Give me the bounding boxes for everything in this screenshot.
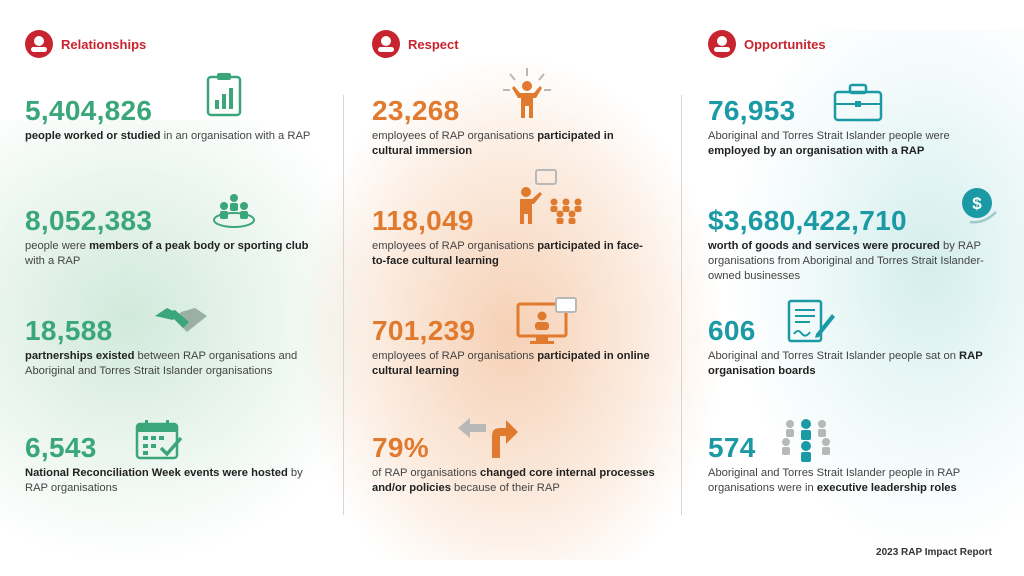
presenter-audience-icon <box>520 169 582 224</box>
body-text: employees of RAP organisations <box>372 130 538 142</box>
stat-value: 79% <box>372 432 429 463</box>
dollar-coin-icon: $ <box>962 188 997 224</box>
stat-value: 606 <box>708 315 756 346</box>
stat-description: National Reconciliation Week events were… <box>25 466 315 496</box>
stat-value: 18,588 <box>25 315 113 346</box>
body-text: by RAP organisations from Aboriginal and… <box>708 240 984 282</box>
body-text: people were <box>25 240 90 252</box>
group-icon <box>213 194 255 228</box>
stat-block: 76,953 Aboriginal and Torres Strait Isla… <box>708 95 988 159</box>
stat-value: $3,680,422,710 <box>708 205 907 236</box>
briefcase-icon <box>833 83 883 122</box>
highlight-text: participated in online cultural learning <box>372 350 650 377</box>
stat-description: people were members of a peak body or sp… <box>25 239 315 269</box>
highlight-text: participated in face-to-face cultural le… <box>372 240 643 267</box>
highlight-text: people worked or studied <box>25 130 161 142</box>
respect-header-icon <box>372 30 400 58</box>
stat-description: Aboriginal and Torres Strait Islander pe… <box>708 466 998 496</box>
body-text: in an organisation with a RAP <box>160 130 311 142</box>
body-text: between RAP organisations and Aboriginal… <box>25 350 298 377</box>
stat-value: 6,543 <box>25 432 97 463</box>
column-divider <box>343 95 344 515</box>
opportunities-header: Opportunites <box>708 30 826 58</box>
body-text: Aboriginal and Torres Strait Islander pe… <box>708 350 960 362</box>
opportunities-header-icon <box>708 30 736 58</box>
background-wash-teal <box>730 30 1024 550</box>
report-footer: 2023 RAP Impact Report <box>876 547 992 558</box>
stat-block: 574 Aboriginal and Torres Strait Islande… <box>708 432 998 496</box>
respect-title: Respect <box>408 36 459 52</box>
stat-value: 118,049 <box>372 205 474 236</box>
stat-description: employees of RAP organisations participa… <box>372 349 652 379</box>
stat-block: 118,049 employees of RAP organisations p… <box>372 205 652 269</box>
body-text: with a RAP <box>25 255 81 267</box>
calendar-check-icon <box>135 420 183 460</box>
highlight-text: employed by an organisation with a RAP <box>708 145 925 157</box>
stat-value: 8,052,383 <box>25 205 153 236</box>
highlight-text: National Reconciliation Week events were… <box>25 467 288 479</box>
stat-description: people worked or studied in an organisat… <box>25 129 315 144</box>
stat-block: 18,588 partnerships existed between RAP … <box>25 315 325 379</box>
body-text: Aboriginal and Torres Strait Islander pe… <box>708 467 961 494</box>
stat-description: worth of goods and services were procure… <box>708 239 998 284</box>
highlight-text: partnerships existed <box>25 350 135 362</box>
stat-description: employees of RAP organisations participa… <box>372 129 652 159</box>
respect-header: Respect <box>372 30 459 58</box>
stat-description: of RAP organisations changed core intern… <box>372 466 662 496</box>
opportunities-title: Opportunites <box>744 36 826 52</box>
stat-value: 76,953 <box>708 95 796 126</box>
highlight-text: worth of goods and services were procure… <box>708 240 940 252</box>
body-text: Aboriginal and Torres Strait Islander pe… <box>708 130 950 142</box>
highlight-text: participated in cultural immersion <box>372 130 614 157</box>
column-divider <box>681 95 682 515</box>
leadership-team-icon <box>782 419 830 462</box>
stat-block: 23,268 employees of RAP organisations pa… <box>372 95 652 159</box>
chart-clipboard-icon <box>206 73 242 117</box>
stat-block: 8,052,383 people were members of a peak … <box>25 205 315 269</box>
stat-block: 79% of RAP organisations changed core in… <box>372 432 662 496</box>
stat-description: Aboriginal and Torres Strait Islander pe… <box>708 349 988 379</box>
highlight-text: RAP organisation boards <box>708 350 983 377</box>
stat-description: employees of RAP organisations participa… <box>372 239 652 269</box>
relationships-header-icon <box>25 30 53 58</box>
stat-block: $3,680,422,710 worth of goods and servic… <box>708 205 998 284</box>
body-text: employees of RAP organisations <box>372 350 538 362</box>
stat-value: 701,239 <box>372 315 476 346</box>
opportunities-column: Opportunites 76,953 Aboriginal and Torre… <box>708 0 1008 576</box>
relationships-column: Relationships 5,404,826 people worked or… <box>25 0 325 576</box>
online-learning-monitor-icon <box>516 297 577 344</box>
stat-block: 606 Aboriginal and Torres Strait Islande… <box>708 315 988 379</box>
body-text: employees of RAP organisations <box>372 240 538 252</box>
stat-block: 701,239 employees of RAP organisations p… <box>372 315 652 379</box>
body-text: by RAP organisations <box>25 467 303 494</box>
relationships-title: Relationships <box>61 36 147 52</box>
svg-text:$: $ <box>972 194 982 213</box>
stat-block: 6,543 National Reconciliation Week event… <box>25 432 315 496</box>
person-presenting-icon <box>503 68 551 118</box>
relationships-header: Relationships <box>25 30 146 58</box>
highlight-text: executive leadership roles <box>816 482 957 494</box>
highlight-text: changed core internal processes and/or p… <box>372 467 655 494</box>
stat-description: partnerships existed between RAP organis… <box>25 349 325 379</box>
stat-value: 5,404,826 <box>25 95 153 126</box>
stat-description: Aboriginal and Torres Strait Islander pe… <box>708 129 988 159</box>
handshake-icon <box>155 308 207 332</box>
body-text: because of their RAP <box>450 482 560 494</box>
stat-block: 5,404,826 people worked or studied in an… <box>25 95 315 144</box>
body-text: of RAP organisations <box>372 467 481 479</box>
highlight-text: members of a peak body or sporting club <box>89 240 309 252</box>
background-wash-orange <box>300 60 720 560</box>
respect-column: Respect 23,268 employees of RAP organisa… <box>372 0 672 576</box>
stat-value: 23,268 <box>372 95 460 126</box>
stat-value: 574 <box>708 432 756 463</box>
change-arrows-icon <box>458 418 518 458</box>
document-sign-icon <box>787 299 835 343</box>
